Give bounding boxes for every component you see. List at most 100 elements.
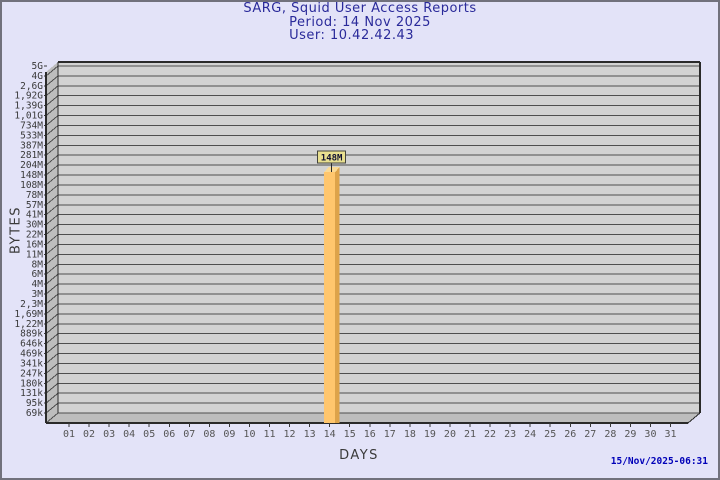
y-tick-label: 3M bbox=[32, 289, 44, 300]
y-tick-label: 131k bbox=[20, 388, 43, 399]
wall-tick bbox=[45, 115, 59, 126]
wall-tick bbox=[45, 214, 59, 226]
chart-title: SARG, Squid User Access Reports bbox=[243, 1, 477, 16]
wall-tick bbox=[45, 382, 59, 394]
wall-tick bbox=[45, 224, 59, 236]
wall-tick bbox=[45, 65, 59, 77]
y-tick-label: 148M bbox=[20, 170, 43, 181]
x-tick-label: 17 bbox=[384, 429, 396, 440]
x-tick-label: 25 bbox=[544, 429, 556, 440]
wall-tick bbox=[45, 303, 59, 315]
wall-tick bbox=[45, 412, 59, 424]
chart-user-line: User: 10.42.42.43 bbox=[289, 28, 415, 43]
x-axis-title: DAYS bbox=[339, 448, 379, 463]
wall-tick bbox=[45, 323, 59, 335]
x-tick-label: 09 bbox=[223, 429, 235, 440]
y-tick-label: 1,92G bbox=[14, 91, 43, 102]
wall-tick bbox=[45, 372, 59, 384]
wall-tick bbox=[45, 363, 59, 374]
y-tick-label: 469k bbox=[20, 349, 43, 360]
x-tick-label: 06 bbox=[163, 429, 175, 440]
wall-tick bbox=[45, 333, 59, 345]
bar bbox=[324, 172, 336, 423]
x-tick-label: 04 bbox=[123, 429, 135, 440]
x-tick-label: 11 bbox=[263, 429, 275, 440]
bar-value-box bbox=[317, 150, 347, 164]
wall-tick bbox=[45, 353, 59, 364]
x-tick-label: 15 bbox=[344, 429, 356, 440]
y-tick-label: 341k bbox=[20, 358, 43, 369]
wall-tick bbox=[45, 144, 59, 156]
wall-tick bbox=[45, 234, 59, 245]
wall-tick bbox=[45, 253, 59, 265]
y-tick-label: 180k bbox=[20, 378, 43, 389]
y-tick-label: 4M bbox=[32, 279, 44, 290]
report-timestamp: 15/Nov/2025-06:31 bbox=[610, 456, 708, 467]
x-tick-label: 20 bbox=[444, 429, 456, 440]
x-tick-label: 10 bbox=[243, 429, 255, 440]
wall-tick bbox=[45, 343, 59, 354]
floor bbox=[46, 413, 700, 423]
y-tick-label: 1,69M bbox=[14, 309, 43, 320]
x-tick-label: 16 bbox=[364, 429, 376, 440]
y-tick-label: 6M bbox=[32, 269, 44, 280]
x-tick-label: 03 bbox=[103, 429, 115, 440]
wall-tick bbox=[45, 313, 59, 325]
chart-period-line: Period: 14 Nov 2025 bbox=[289, 14, 431, 30]
y-tick-label: 4G bbox=[32, 71, 44, 82]
y-tick-label: 108M bbox=[20, 180, 43, 191]
x-tick-label: 21 bbox=[464, 429, 476, 440]
wall-tick bbox=[45, 75, 59, 87]
y-tick-label: 734M bbox=[20, 120, 43, 131]
y-tick-label: 1,22M bbox=[14, 319, 43, 330]
x-tick-label: 08 bbox=[203, 429, 215, 440]
chart-title-block: SARG, Squid User Access Reports Period: … bbox=[0, 2, 720, 43]
wall-tick bbox=[45, 204, 59, 216]
wall-tick bbox=[45, 85, 59, 97]
x-tick-label: 31 bbox=[664, 429, 676, 440]
wall-tick bbox=[45, 392, 59, 404]
wall-tick bbox=[45, 244, 59, 255]
wall-tick bbox=[45, 95, 59, 107]
wall-tick bbox=[45, 154, 59, 166]
y-tick-label: 30M bbox=[26, 220, 43, 231]
y-tick-label: 247k bbox=[20, 368, 43, 379]
x-tick-label: 12 bbox=[284, 429, 296, 440]
y-tick-label: 889k bbox=[20, 329, 43, 340]
x-tick-label: 23 bbox=[504, 429, 516, 440]
wall-tick bbox=[45, 174, 59, 186]
bar-side-face bbox=[335, 167, 340, 423]
y-tick-label: 2,3M bbox=[20, 299, 43, 310]
x-tick-label: 26 bbox=[564, 429, 576, 440]
y-tick-label: 2,6G bbox=[20, 81, 43, 92]
y-tick-label: 646k bbox=[20, 339, 43, 350]
y-tick-label: 41M bbox=[26, 210, 43, 221]
y-tick-label: 69k bbox=[26, 408, 43, 419]
x-tick-label: 14 bbox=[324, 429, 336, 440]
wall-tick bbox=[45, 402, 59, 414]
y-tick-label: 281M bbox=[20, 150, 43, 161]
y-tick-label: 204M bbox=[20, 160, 43, 171]
y-tick-label: 78M bbox=[26, 190, 43, 201]
x-tick-label: 13 bbox=[304, 429, 316, 440]
bar-value-label: 148M bbox=[321, 154, 343, 164]
x-tick-label: 19 bbox=[424, 429, 436, 440]
wall-tick bbox=[45, 135, 59, 146]
y-tick-label: 11M bbox=[26, 249, 43, 260]
y-tick-label: 22M bbox=[26, 230, 43, 241]
y-tick-label: 8M bbox=[32, 259, 44, 270]
wall-tick bbox=[45, 164, 59, 176]
y-tick-label: 1,01G bbox=[14, 111, 43, 122]
floor-right-edge bbox=[687, 412, 701, 424]
x-tick-label: 02 bbox=[83, 429, 95, 440]
wall-tick bbox=[45, 283, 59, 295]
x-tick-label: 28 bbox=[604, 429, 616, 440]
y-axis-title: BYTES bbox=[8, 205, 24, 255]
x-tick-label: 07 bbox=[183, 429, 195, 440]
wall-tick bbox=[45, 273, 59, 285]
x-tick-label: 30 bbox=[644, 429, 656, 440]
x-tick-label: 29 bbox=[624, 429, 636, 440]
x-tick-label: 01 bbox=[63, 429, 75, 440]
